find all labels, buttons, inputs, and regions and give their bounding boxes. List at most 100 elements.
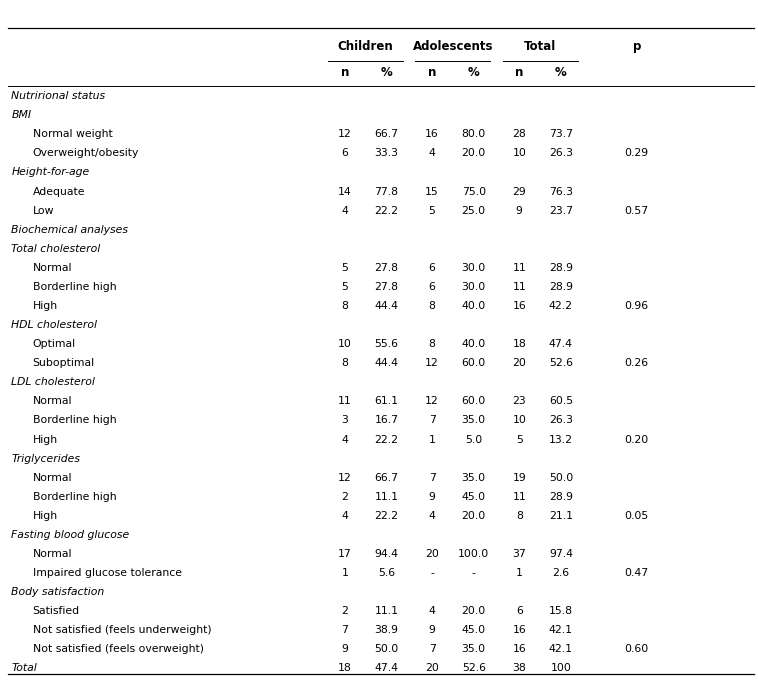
Text: 33.3: 33.3 [374, 148, 399, 159]
Text: 22.2: 22.2 [374, 206, 399, 215]
Text: Optimal: Optimal [33, 339, 76, 349]
Text: 18: 18 [512, 339, 526, 349]
Text: 2.6: 2.6 [553, 568, 569, 578]
Text: 9: 9 [428, 625, 436, 635]
Text: High: High [33, 511, 58, 521]
Text: 29: 29 [512, 186, 526, 197]
Text: 52.6: 52.6 [462, 663, 486, 673]
Text: 16: 16 [425, 129, 439, 139]
Text: 13.2: 13.2 [549, 435, 573, 444]
Text: 5.0: 5.0 [465, 435, 482, 444]
Text: 40.0: 40.0 [462, 339, 486, 349]
Text: 20.0: 20.0 [462, 511, 486, 521]
Text: 20.0: 20.0 [462, 148, 486, 159]
Text: 14: 14 [338, 186, 352, 197]
Text: 37: 37 [512, 549, 526, 559]
Text: 21.1: 21.1 [549, 511, 573, 521]
Text: Total: Total [524, 41, 556, 53]
Text: 15.8: 15.8 [549, 607, 573, 616]
Text: 52.6: 52.6 [549, 358, 573, 368]
Text: 20: 20 [425, 549, 439, 559]
Text: 5: 5 [341, 263, 349, 273]
Text: 42.1: 42.1 [549, 644, 573, 654]
Text: 5: 5 [515, 435, 523, 444]
Text: 4: 4 [428, 607, 436, 616]
Text: 6: 6 [428, 282, 436, 292]
Text: 16: 16 [512, 625, 526, 635]
Text: Suboptimal: Suboptimal [33, 358, 95, 368]
Text: 10: 10 [338, 339, 352, 349]
Text: Borderline high: Borderline high [33, 492, 116, 502]
Text: 60.0: 60.0 [462, 358, 486, 368]
Text: 2: 2 [341, 607, 349, 616]
Text: Total: Total [11, 663, 37, 673]
Text: 25.0: 25.0 [462, 206, 486, 215]
Text: 30.0: 30.0 [462, 263, 486, 273]
Text: 0.96: 0.96 [625, 301, 649, 311]
Text: 1: 1 [515, 568, 523, 578]
Text: 35.0: 35.0 [462, 473, 486, 483]
Text: High: High [33, 435, 58, 444]
Text: 38: 38 [512, 663, 526, 673]
Text: 60.5: 60.5 [549, 396, 573, 406]
Text: Overweight/obesity: Overweight/obesity [33, 148, 139, 159]
Text: 20.0: 20.0 [462, 607, 486, 616]
Text: Adequate: Adequate [33, 186, 85, 197]
Text: 7: 7 [428, 644, 436, 654]
Text: Height-for-age: Height-for-age [11, 168, 89, 177]
Text: 3: 3 [341, 415, 349, 426]
Text: 5: 5 [428, 206, 436, 215]
Text: 66.7: 66.7 [374, 473, 399, 483]
Text: 6: 6 [341, 148, 349, 159]
Text: 38.9: 38.9 [374, 625, 399, 635]
Text: 42.1: 42.1 [549, 625, 573, 635]
Text: 61.1: 61.1 [374, 396, 399, 406]
Text: 0.47: 0.47 [625, 568, 649, 578]
Text: 15: 15 [425, 186, 439, 197]
Text: Satisfied: Satisfied [33, 607, 80, 616]
Text: 28.9: 28.9 [549, 492, 573, 502]
Text: Normal: Normal [33, 396, 72, 406]
Text: 0.05: 0.05 [625, 511, 649, 521]
Text: 11: 11 [512, 282, 526, 292]
Text: 20: 20 [512, 358, 526, 368]
Text: 77.8: 77.8 [374, 186, 399, 197]
Text: 66.7: 66.7 [374, 129, 399, 139]
Text: 27.8: 27.8 [374, 282, 399, 292]
Text: 50.0: 50.0 [374, 644, 399, 654]
Text: 0.26: 0.26 [625, 358, 649, 368]
Text: 60.0: 60.0 [462, 396, 486, 406]
Text: 9: 9 [428, 492, 436, 502]
Text: 55.6: 55.6 [374, 339, 399, 349]
Text: Total cholesterol: Total cholesterol [11, 244, 101, 254]
Text: 28.9: 28.9 [549, 263, 573, 273]
Text: 11: 11 [512, 263, 526, 273]
Text: 47.4: 47.4 [549, 339, 573, 349]
Text: 28: 28 [512, 129, 526, 139]
Text: 45.0: 45.0 [462, 625, 486, 635]
Text: 42.2: 42.2 [549, 301, 573, 311]
Text: 0.60: 0.60 [625, 644, 649, 654]
Text: Children: Children [338, 41, 393, 53]
Text: 19: 19 [512, 473, 526, 483]
Text: 8: 8 [341, 301, 349, 311]
Text: Biochemical analyses: Biochemical analyses [11, 225, 128, 235]
Text: 16.7: 16.7 [374, 415, 399, 426]
Text: 11.1: 11.1 [374, 492, 399, 502]
Text: 100: 100 [550, 663, 572, 673]
Text: n: n [428, 66, 437, 79]
Text: 97.4: 97.4 [549, 549, 573, 559]
Text: 1: 1 [428, 435, 436, 444]
Text: 23.7: 23.7 [549, 206, 573, 215]
Text: 11.1: 11.1 [374, 607, 399, 616]
Text: 1: 1 [341, 568, 349, 578]
Text: HDL cholesterol: HDL cholesterol [11, 320, 97, 330]
Text: 6: 6 [515, 607, 523, 616]
Text: Body satisfaction: Body satisfaction [11, 587, 105, 597]
Text: 4: 4 [428, 148, 436, 159]
Text: Normal: Normal [33, 549, 72, 559]
Text: Fasting blood glucose: Fasting blood glucose [11, 530, 130, 540]
Text: %: % [468, 66, 480, 79]
Text: 7: 7 [341, 625, 349, 635]
Text: High: High [33, 301, 58, 311]
